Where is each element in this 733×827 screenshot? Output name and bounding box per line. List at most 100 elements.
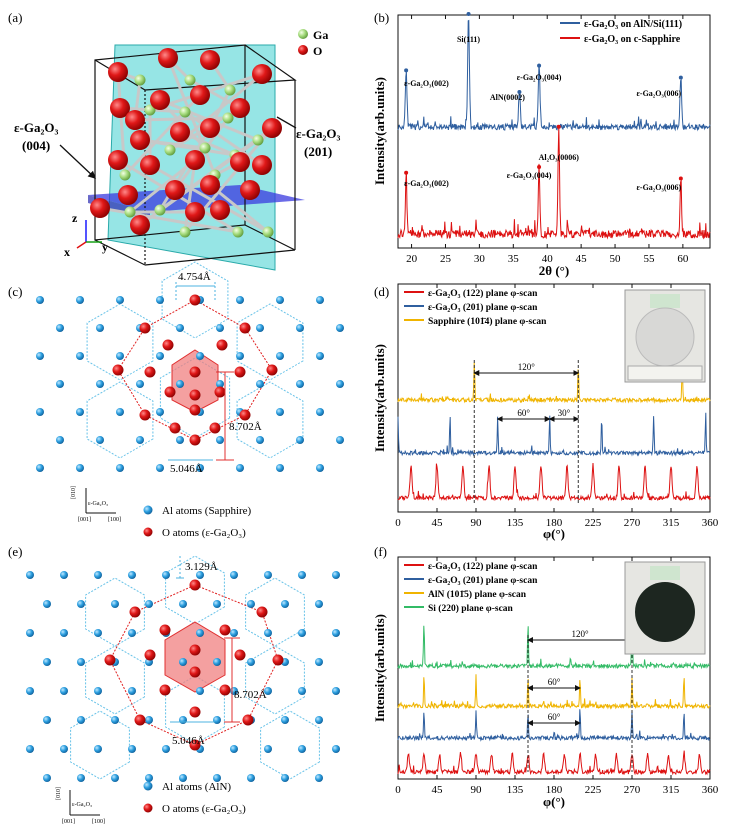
o-atom	[144, 649, 156, 661]
o-atom	[139, 409, 151, 421]
al-atom	[315, 658, 323, 666]
al-atom	[315, 774, 323, 782]
o-atom	[108, 62, 128, 82]
series-line	[397, 362, 711, 404]
al-atom	[128, 629, 136, 637]
legend-label: ε-Ga₂O₃ (122) plane φ-scan	[428, 288, 538, 299]
e-dim-right: 8.702Å	[234, 689, 267, 701]
series-line	[397, 622, 711, 670]
panel-label-a: (a)	[8, 10, 22, 25]
o-atom	[189, 644, 201, 656]
al-atom	[26, 629, 34, 637]
o-atom	[129, 606, 141, 618]
e-axis-010: [010]	[56, 787, 62, 800]
al-atom	[316, 352, 324, 360]
o-atom	[159, 624, 171, 636]
al-atom	[281, 600, 289, 608]
o-atom	[234, 366, 246, 378]
o-atom	[239, 322, 251, 334]
o-atom	[118, 185, 138, 205]
x-tick-label: 20	[406, 253, 418, 265]
al-atom	[316, 464, 324, 472]
al-atom	[264, 687, 272, 695]
peak-label: AlN(0002)	[490, 93, 525, 102]
al-atom	[56, 380, 64, 388]
o-atom	[209, 422, 221, 434]
c-axis-mid: ε-Ga₂O₃	[88, 501, 108, 507]
ga-atom	[232, 226, 244, 238]
al-atom	[216, 436, 224, 444]
panel-label-c: (c)	[8, 284, 22, 299]
al-atom	[60, 629, 68, 637]
xrd-plot-frame	[397, 14, 711, 249]
o-atom	[164, 386, 176, 398]
xrd-ylabel: Intensity(arb.units)	[372, 77, 387, 185]
o-atom	[272, 654, 284, 666]
ga-atom	[154, 204, 166, 216]
x-tick-label: 135	[507, 517, 524, 529]
al-atom	[77, 716, 85, 724]
series-line	[397, 709, 711, 742]
angle-annotation: 60°	[548, 677, 561, 687]
al-atom	[94, 629, 102, 637]
panel-label-e: (e)	[8, 544, 22, 559]
o-atom	[214, 386, 226, 398]
al-atom	[213, 658, 221, 666]
al-atom	[136, 380, 144, 388]
al-atom	[36, 464, 44, 472]
al-atom	[111, 600, 119, 608]
al-atom	[116, 464, 124, 472]
al-atom	[236, 352, 244, 360]
x-tick-label: 180	[546, 784, 563, 796]
c-dim-right: 8.702Å	[229, 421, 262, 433]
angle-annotation: 120°	[518, 362, 536, 372]
al-atom	[296, 436, 304, 444]
al-atom	[60, 687, 68, 695]
al-atom	[298, 571, 306, 579]
axis-z: z	[72, 211, 78, 225]
al-atom	[128, 745, 136, 753]
o-atom	[234, 649, 246, 661]
phi-scan-chart-sapphire: 0 45 90 135 180 225 270 315 360 ε-Ga₂O₃ (122) pl…	[372, 283, 719, 541]
c-legend-o: O atoms (ε-Ga₂O₃)	[162, 527, 246, 539]
x-tick-label: 40	[542, 253, 554, 265]
xrd-xlabel: 2θ (°)	[539, 263, 569, 278]
x-tick-label: 180	[546, 517, 563, 529]
al-atom	[264, 629, 272, 637]
legend-ga: Ga	[313, 28, 328, 42]
al-atom	[332, 629, 340, 637]
legend-label: ε-Ga₂O₃ on AlN/Si(111)	[584, 19, 682, 30]
o-atom	[252, 155, 272, 175]
ga-atom	[222, 112, 234, 124]
al-atom	[296, 324, 304, 332]
o-atom	[189, 404, 201, 416]
al-atom	[77, 600, 85, 608]
al-atom	[145, 600, 153, 608]
angle-annotation: 60°	[548, 712, 561, 722]
al-atom	[298, 745, 306, 753]
label-004-name: ε-Ga₂O₃	[14, 120, 59, 135]
ga-atom	[134, 74, 146, 86]
al-atom	[276, 352, 284, 360]
x-tick-label: 45	[432, 784, 444, 796]
series-line	[397, 462, 711, 502]
al-atom	[196, 571, 204, 579]
o-atom	[170, 122, 190, 142]
xrd-chart: 20 25 30 35 40 45 50 55 60 ε-Ga₂O₃(002) Si(111) Al…	[372, 12, 711, 278]
x-tick-label: 30	[474, 253, 486, 265]
x-tick-label: 50	[610, 253, 622, 265]
al-atom	[26, 571, 34, 579]
crystal-structure-illustration: Ga O ε-Ga₂O₃ (004) ε-Ga₂O₃ (201) z x y	[14, 28, 341, 271]
al-atom	[94, 745, 102, 753]
o-atom	[266, 364, 278, 376]
o-atom	[108, 150, 128, 170]
x-tick-label: 0	[395, 517, 401, 529]
x-tick-label: 270	[624, 517, 641, 529]
al-atom	[179, 716, 187, 724]
o-atom	[189, 706, 201, 718]
axis-y: y	[102, 240, 108, 254]
al-atom	[128, 687, 136, 695]
o-atom	[262, 118, 282, 138]
legend-label: ε-Ga₂O₃ on c-Sapphire	[584, 34, 681, 45]
o-atom	[130, 130, 150, 150]
